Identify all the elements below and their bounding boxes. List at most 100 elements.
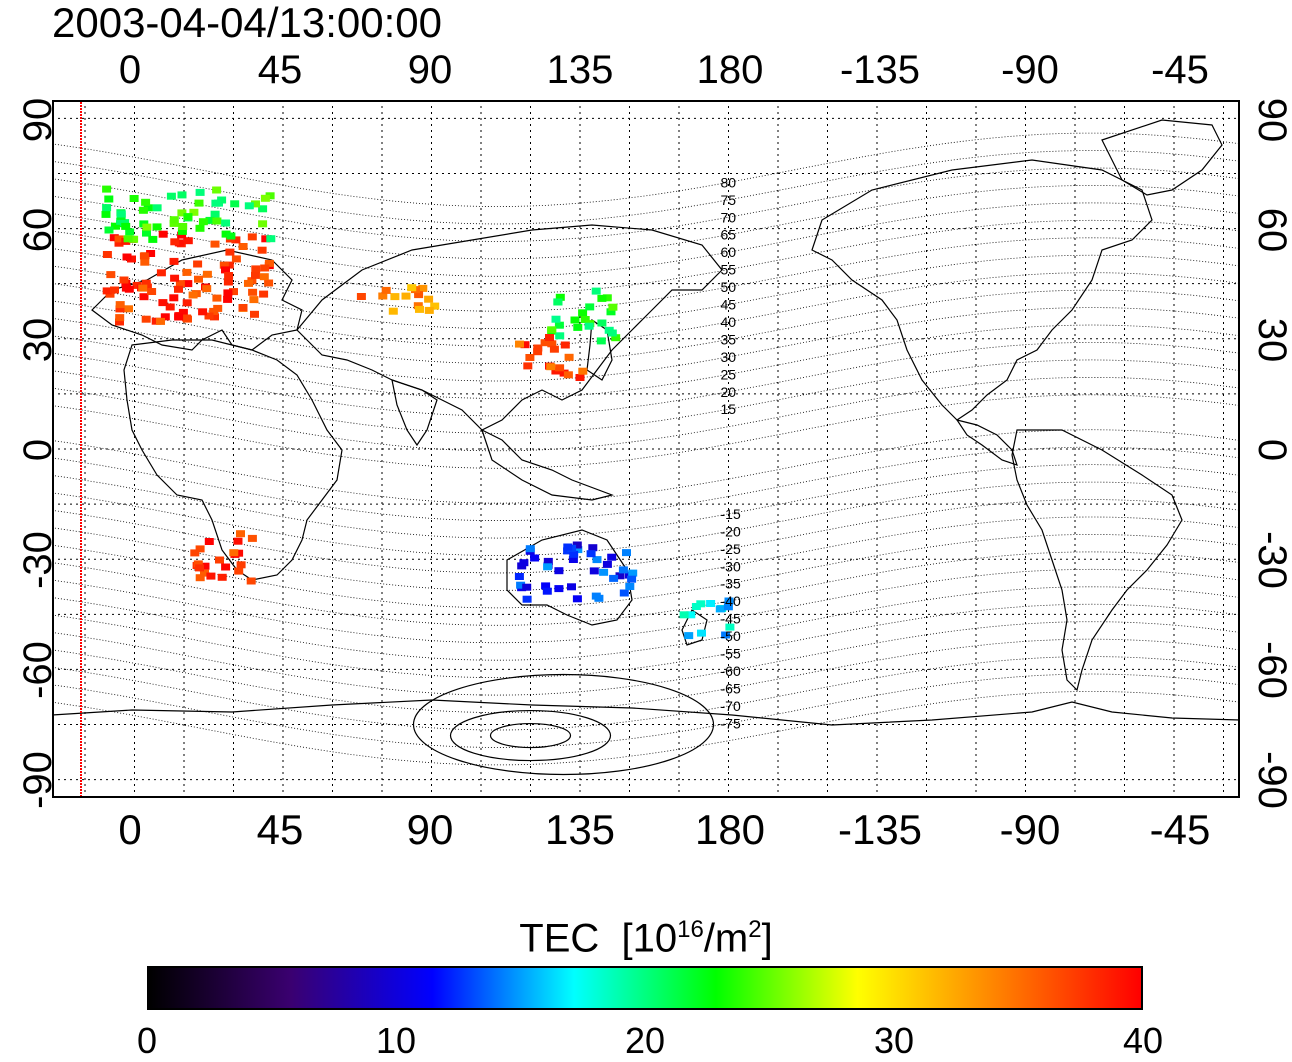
- tec-cell: [115, 318, 124, 326]
- colorbar-unit-exp2: 2: [748, 916, 762, 943]
- tec-cell: [567, 583, 576, 591]
- tec-cell: [177, 231, 187, 239]
- mlat-contour: [52, 621, 1240, 696]
- tec-cell: [572, 541, 582, 549]
- mlat-pole-ring: [412, 673, 715, 776]
- tec-cell: [115, 305, 125, 313]
- tec-cell: [555, 364, 565, 372]
- tec-cell: [229, 288, 238, 296]
- tec-cell: [213, 304, 223, 312]
- mlat-label: 30: [721, 349, 737, 365]
- mlat-contour: [52, 307, 1240, 382]
- tec-cell: [210, 210, 220, 218]
- tec-cell: [573, 546, 583, 554]
- tec-cell: [204, 312, 214, 320]
- tec-cell: [236, 561, 246, 569]
- tec-cell: [265, 192, 275, 200]
- map-frame: [52, 100, 1240, 798]
- tec-cell: [124, 305, 133, 313]
- mlat-contour: [52, 481, 1240, 556]
- tec-cell: [102, 204, 112, 212]
- tec-cell: [177, 227, 187, 235]
- tec-cell: [546, 363, 556, 371]
- tec-cell: [418, 284, 428, 292]
- tec-cell: [156, 269, 166, 277]
- top-lon-tick: -90: [1001, 48, 1059, 92]
- tec-cell: [627, 575, 637, 583]
- tec-cell: [258, 205, 268, 213]
- tec-cell: [143, 204, 153, 212]
- tec-cell: [183, 280, 193, 288]
- tec-cell: [520, 341, 530, 349]
- bottom-lon-tick: 135: [544, 806, 616, 853]
- tec-cell: [596, 337, 606, 345]
- colorbar-title: TEC: [519, 916, 600, 961]
- mlat-label: 55: [721, 262, 737, 278]
- tec-cell: [547, 340, 557, 348]
- tec-cell: [212, 294, 222, 302]
- mlat-contour: [52, 516, 1240, 591]
- tec-cell: [129, 195, 139, 202]
- mlat-label: 25: [721, 366, 737, 382]
- tec-cell: [725, 623, 735, 631]
- tec-data-cells: [101, 185, 735, 640]
- mlat-pole-ring: [489, 722, 572, 749]
- tec-cell: [602, 294, 612, 302]
- mlat-label: -50: [721, 628, 741, 644]
- tec-cell: [221, 266, 230, 274]
- coast-south-america: [1011, 429, 1183, 692]
- tec-cell: [615, 572, 625, 580]
- colorbar-tick: 10: [375, 1020, 417, 1061]
- top-lon-tick: 45: [257, 48, 303, 92]
- tec-cell: [169, 294, 179, 302]
- tec-cell: [259, 273, 269, 281]
- tec-cell: [251, 271, 260, 279]
- coast-europe: [91, 249, 303, 351]
- mlat-contour: [52, 342, 1240, 417]
- tec-cell: [138, 206, 148, 214]
- tec-cell: [628, 569, 638, 577]
- tec-cell: [122, 253, 132, 261]
- tec-cell: [549, 345, 559, 353]
- tec-cell: [606, 308, 616, 316]
- mlat-contour: [52, 568, 1240, 644]
- tec-cell: [140, 258, 150, 266]
- mlat-contour: [52, 691, 1240, 766]
- top-lon-tick: 0: [118, 48, 142, 92]
- tec-cell: [123, 235, 133, 243]
- coast-se-asia: [480, 428, 615, 501]
- coast-australia: [506, 529, 633, 626]
- tec-cell: [679, 611, 689, 619]
- tec-cell: [715, 605, 725, 613]
- tec-cell: [563, 543, 573, 551]
- tec-cell: [541, 582, 551, 590]
- mlat-label: -30: [721, 558, 741, 574]
- tec-cell: [215, 556, 224, 564]
- tec-cell: [233, 537, 243, 545]
- tec-cell: [560, 341, 570, 349]
- tec-cell: [564, 353, 574, 361]
- colorbar-tick: 30: [873, 1020, 915, 1061]
- tec-cell: [200, 569, 209, 577]
- tec-cell: [193, 260, 203, 268]
- bottom-lon-tick: 90: [406, 806, 454, 853]
- tec-cell: [193, 560, 203, 568]
- mlat-contour: [52, 289, 1240, 365]
- tec-cell: [212, 186, 222, 194]
- tec-cell: [530, 554, 540, 562]
- mlat-label: -70: [721, 698, 741, 714]
- tec-cell: [141, 279, 151, 287]
- tec-cell: [723, 603, 733, 611]
- coast-central-america: [955, 419, 1018, 466]
- tec-cell: [599, 568, 609, 576]
- colorbar-unit-exp: 16: [677, 916, 704, 943]
- mlat-contour: [52, 219, 1240, 295]
- tec-cell: [575, 374, 585, 381]
- tec-cell: [247, 233, 257, 241]
- tec-cell: [101, 210, 111, 218]
- tec-cell: [586, 550, 596, 558]
- tec-cell: [413, 302, 423, 310]
- tec-cell: [543, 557, 553, 565]
- tec-cell: [178, 223, 188, 230]
- tec-cell: [182, 299, 192, 307]
